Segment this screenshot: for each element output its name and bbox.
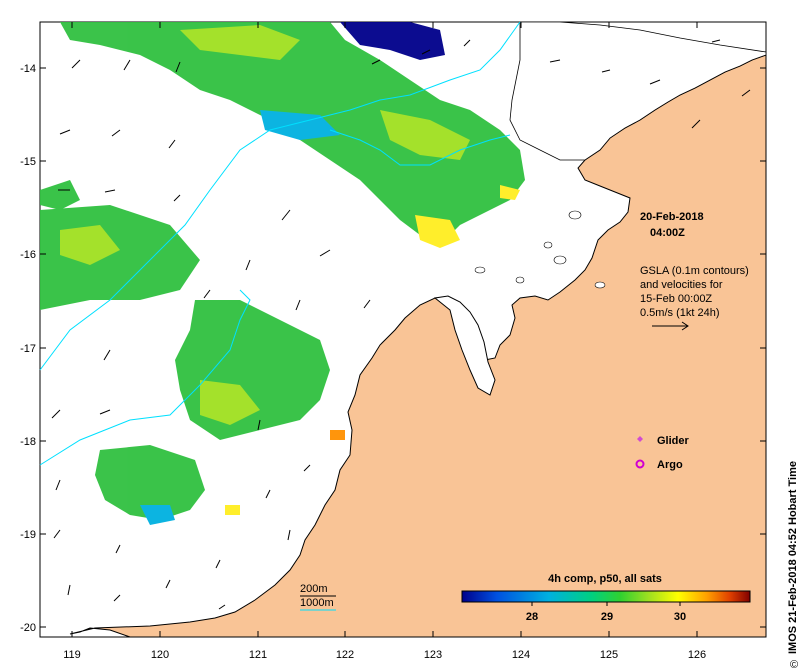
gsla-text-line2: and velocities for xyxy=(640,279,723,291)
colorbar: 4h comp, p50, all sats 28 29 30 xyxy=(461,573,751,623)
lon-axis xyxy=(71,22,698,637)
gsla-text-line1: GSLA (0.1m contours) xyxy=(640,265,749,277)
velocity-scale-arrow-icon xyxy=(652,321,689,331)
lon-label: 123 xyxy=(424,649,442,661)
lon-label: 126 xyxy=(688,649,706,661)
sst-patches xyxy=(40,22,525,525)
lat-labels: -14 -15 -16 -17 -18 -19 -20 xyxy=(20,63,36,634)
colorbar-title: 4h comp, p50, all sats xyxy=(548,573,662,585)
lon-label: 120 xyxy=(151,649,169,661)
lon-label: 122 xyxy=(336,649,354,661)
gsla-text-line4: 0.5m/s (1kt 24h) xyxy=(640,307,719,319)
glider-label: Glider xyxy=(657,435,690,447)
north-coast-land xyxy=(509,21,767,161)
lon-label: 124 xyxy=(512,649,530,661)
argo-icon xyxy=(635,459,645,469)
lon-label: 119 xyxy=(63,649,81,661)
isobath-200-label: 200m xyxy=(300,583,328,595)
glider-icon xyxy=(637,436,643,442)
colorbar-tick: 30 xyxy=(674,611,686,623)
isobath-legend: 200m 1000m xyxy=(300,583,336,611)
lon-labels: 119 120 121 122 123 124 125 126 xyxy=(63,649,706,661)
lat-label: -16 xyxy=(20,249,36,261)
isobath-contours xyxy=(39,21,521,466)
date-label: 20-Feb-2018 xyxy=(640,211,704,223)
lat-axis xyxy=(40,67,766,628)
time-label: 04:00Z xyxy=(650,227,685,239)
argo-legend: Argo xyxy=(635,459,683,471)
lon-label: 125 xyxy=(600,649,618,661)
lat-label: -15 xyxy=(20,156,36,168)
isobath-1000-label: 1000m xyxy=(300,597,334,609)
lon-label: 121 xyxy=(249,649,267,661)
colorbar-tick: 28 xyxy=(526,611,538,623)
bay xyxy=(433,295,496,396)
copyright-icon: © xyxy=(790,659,798,671)
glider-legend: Glider xyxy=(637,435,690,447)
map-plot-area xyxy=(39,21,767,638)
velocity-arrows xyxy=(51,39,751,610)
lat-label: -18 xyxy=(20,436,36,448)
credit-text: IMOS 21-Feb-2018 04:52 Hobart Time xyxy=(787,461,799,654)
colorbar-gradient xyxy=(461,590,751,603)
argo-label: Argo xyxy=(657,459,683,471)
lat-label: -19 xyxy=(20,529,36,541)
lat-label: -17 xyxy=(20,343,36,355)
islands xyxy=(474,210,606,289)
gsla-text-line3: 15-Feb 00:00Z xyxy=(640,293,712,305)
lat-label: -20 xyxy=(20,622,36,634)
colorbar-tick: 29 xyxy=(601,611,613,623)
lat-label: -14 xyxy=(20,63,36,75)
credit-footer: IMOS 21-Feb-2018 04:52 Hobart Time xyxy=(787,461,799,654)
